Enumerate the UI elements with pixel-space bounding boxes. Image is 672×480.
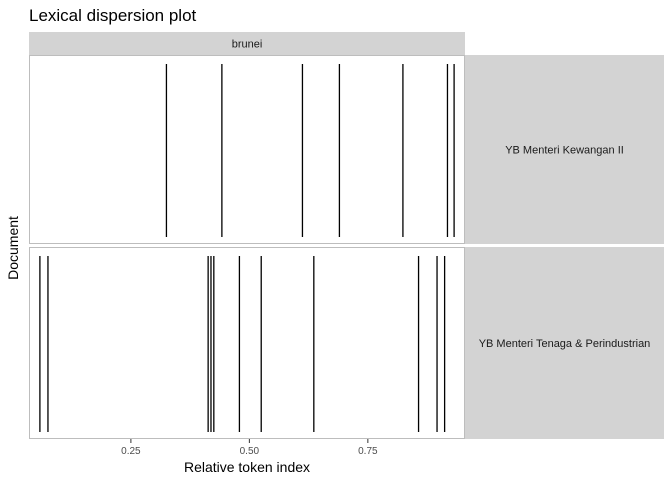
document-label: YB Menteri Kewangan II [505, 145, 624, 157]
x-tick-label: 0.25 [121, 446, 141, 457]
y-axis-title: Document [5, 216, 21, 280]
panel-2 [29, 247, 465, 439]
x-tick-label: 0.50 [240, 446, 260, 457]
x-axis-title: Relative token index [184, 459, 310, 475]
x-axis: 0.25 0.50 0.75 [121, 439, 378, 457]
facet-strip-row-1 [465, 55, 664, 244]
facet-strip-label: brunei [232, 39, 263, 51]
document-label: YB Menteri Tenaga & Perindustrian [479, 338, 651, 350]
panel-1 [29, 55, 465, 244]
x-tick-label: 0.75 [358, 446, 378, 457]
panels-group: YB Menteri Kewangan II YB Menteri Tenaga … [29, 55, 664, 439]
facet-strip-row-2 [465, 247, 664, 439]
chart-title: Lexical dispersion plot [29, 6, 197, 25]
facet-strip-top [29, 32, 465, 55]
